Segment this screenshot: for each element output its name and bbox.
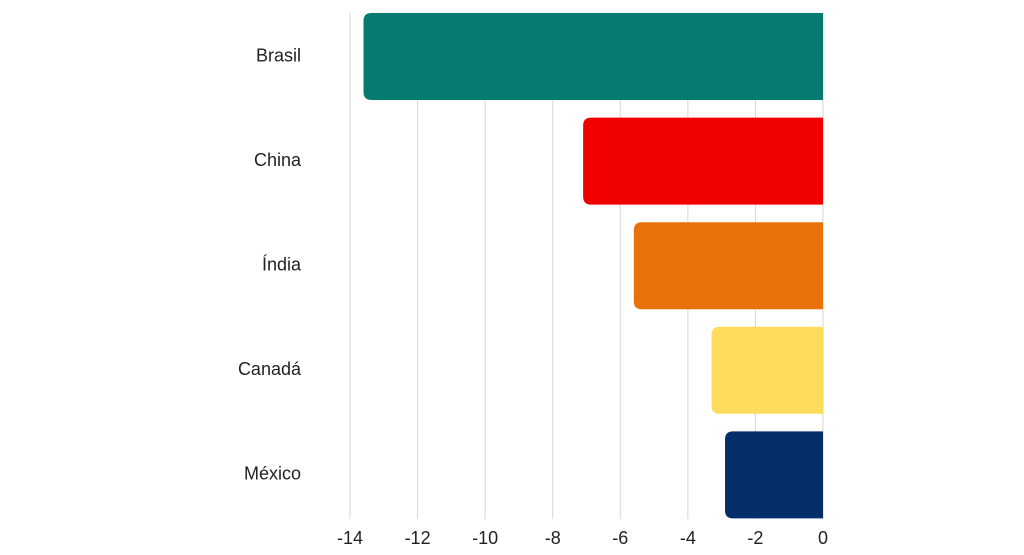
x-tick-label: -14 (337, 528, 363, 548)
y-tick-label: Canadá (238, 359, 302, 379)
x-tick-label: -2 (747, 528, 763, 548)
bar (583, 117, 823, 205)
x-tick-label: 0 (818, 528, 828, 548)
y-tick-label: China (254, 150, 302, 170)
y-tick-label: Índia (262, 254, 302, 274)
bar (363, 13, 823, 100)
y-tick-label: Brasil (256, 45, 301, 65)
x-tick-label: -8 (545, 528, 561, 548)
bar (711, 326, 823, 414)
x-tick-label: -10 (472, 528, 498, 548)
bar (633, 222, 823, 310)
x-tick-label: -6 (612, 528, 628, 548)
x-tick-label: -4 (680, 528, 696, 548)
y-tick-label: México (244, 464, 301, 484)
bar (725, 431, 823, 519)
x-tick-label: -12 (405, 528, 431, 548)
